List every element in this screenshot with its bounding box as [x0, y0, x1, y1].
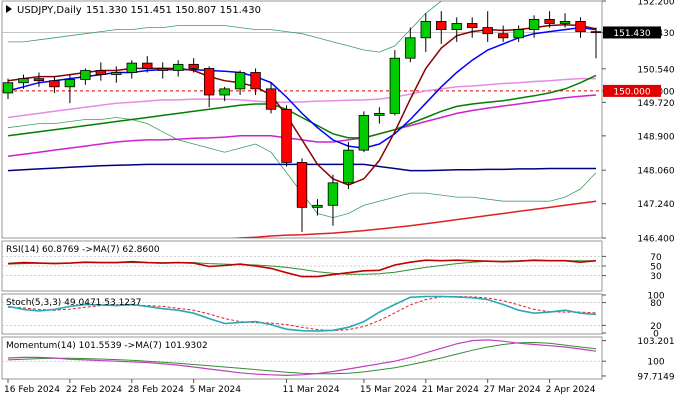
overlay-ma-pink: [7, 77, 596, 119]
chart-title: USDJPY,Daily: [17, 5, 82, 16]
candle-bear: [265, 88, 277, 110]
title-marker-icon: [6, 5, 12, 13]
stoch-signal-line: [7, 295, 597, 332]
candle-bull: [374, 112, 385, 116]
momentum-line: [7, 339, 597, 377]
candle-bull: [234, 72, 246, 90]
rsi-line: [7, 259, 597, 278]
momentum-label: Momentum(14) 101.5539 ->MA(7) 101.9302: [6, 341, 208, 351]
stoch-panel-frame: [1, 293, 603, 335]
date-label: 27 Mar 2024: [484, 385, 541, 395]
axis-tick-label: 30: [650, 272, 662, 282]
level-line: [2, 32, 602, 92]
candle-bear: [482, 27, 493, 35]
overlay-ma-red: [230, 200, 597, 238]
date-label: 2 Apr 2024: [546, 385, 596, 395]
rsi-label: RSI(14) 60.8769 ->MA(7) 62.8600: [6, 245, 160, 255]
candle-bull: [219, 88, 230, 96]
date-label: 11 Mar 2024: [283, 385, 340, 395]
current-price-tag: [603, 26, 661, 39]
candle-bull: [389, 57, 401, 114]
axis-tick-label: 0: [653, 330, 659, 340]
axis-tick-label: 20: [650, 322, 662, 332]
candle-bull: [173, 63, 184, 71]
price-tags: 151.430 150.000: [603, 26, 661, 97]
axis-tick-label: 100: [647, 358, 664, 368]
level-tag-label: 150.000: [613, 87, 650, 97]
momentum-panel-frame: [1, 336, 603, 380]
candle-bull: [451, 23, 462, 31]
candle-bear: [296, 162, 308, 208]
current-price-tag-label: 151.430: [613, 29, 650, 39]
candle-bear: [95, 70, 107, 75]
candle-bear: [49, 80, 60, 88]
candle-bull: [80, 70, 91, 80]
axis-tick-label: 50: [650, 263, 662, 273]
level-tag: [603, 84, 661, 97]
overlay-ma-green: [7, 74, 597, 139]
price-tick-label: 146.400: [637, 235, 674, 245]
candle-bear: [142, 62, 153, 69]
momentum-ma-line: [7, 341, 597, 375]
date-axis: 16 Feb 2024 22 Feb 2024 28 Feb 2024 5 Mar 2…: [4, 379, 596, 395]
candle-bull: [513, 29, 524, 39]
momentum-indicator: 103.201 100 97.7149: [2, 337, 675, 382]
candle-bear: [250, 72, 261, 90]
candle-bear: [33, 78, 45, 82]
candle-bear: [590, 31, 602, 34]
date-label: 22 Feb 2024: [66, 385, 122, 395]
price-tick-label: 148.060: [637, 167, 674, 177]
price-tick-label: 149.720: [637, 99, 674, 109]
ohlc-header: 151.330 151.451 150.807 151.430: [86, 5, 261, 16]
candle-bear: [188, 63, 199, 69]
candle-bull: [327, 182, 339, 206]
candle-bear: [281, 108, 292, 163]
candle-bull: [420, 21, 431, 39]
price-tick-label: 150.540: [637, 65, 674, 75]
candle-bear: [157, 68, 168, 71]
candle-bull: [343, 149, 354, 184]
axis-tick-label: 80: [650, 299, 662, 309]
candle-bear: [497, 33, 509, 39]
stoch-main-line: [7, 295, 597, 332]
candle-bull: [559, 21, 571, 24]
candle-bull: [405, 37, 416, 59]
price-tick-label: 152.200: [637, 0, 674, 8]
date-label: 5 Mar 2024: [190, 385, 242, 395]
candle-bear: [575, 21, 586, 33]
price-tick-label: 147.240: [637, 200, 674, 210]
candle-bear: [544, 18, 555, 24]
axis-tick-label: 100: [647, 292, 664, 302]
candle-bull: [126, 62, 137, 73]
candle-bull: [18, 78, 29, 84]
axis-tick-label: 103.201: [637, 337, 674, 347]
date-label: 15 Mar 2024: [360, 385, 417, 395]
date-label: 21 Mar 2024: [422, 385, 479, 395]
candle-bull: [111, 72, 122, 75]
candle-bear: [203, 68, 215, 96]
stoch-label: Stoch(5,3,3) 49.0471 53.1237: [6, 298, 141, 308]
candle-bull: [2, 82, 14, 94]
candle-bull: [358, 115, 370, 151]
date-label: 16 Feb 2024: [4, 385, 60, 395]
candle-bear: [467, 23, 478, 28]
axis-tick-label: 70: [650, 253, 662, 263]
candle-bull: [64, 79, 76, 88]
candle-bear: [436, 21, 447, 31]
overlay-upper-band: [8, 1, 443, 53]
candles: [2, 11, 602, 232]
axis-tick-label: 97.7149: [637, 372, 674, 382]
price-tick-label: 148.900: [637, 132, 674, 142]
date-label: 28 Feb 2024: [128, 385, 184, 395]
candle-bull: [528, 18, 540, 31]
candle-bull: [312, 204, 323, 208]
